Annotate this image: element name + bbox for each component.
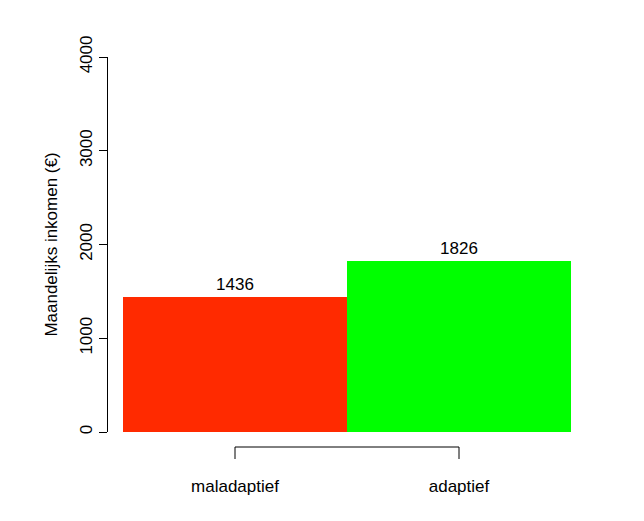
svg-text:maladaptief: maladaptief bbox=[191, 477, 279, 496]
svg-text:4000: 4000 bbox=[77, 36, 96, 74]
svg-text:1436: 1436 bbox=[216, 275, 254, 294]
svg-text:3000: 3000 bbox=[77, 129, 96, 167]
svg-text:1826: 1826 bbox=[440, 239, 478, 258]
svg-text:adaptief: adaptief bbox=[429, 477, 490, 496]
svg-text:1000: 1000 bbox=[77, 317, 96, 355]
svg-text:Maandelijks inkomen (€): Maandelijks inkomen (€) bbox=[42, 152, 61, 336]
svg-text:0: 0 bbox=[77, 425, 96, 434]
svg-text:2000: 2000 bbox=[77, 223, 96, 261]
